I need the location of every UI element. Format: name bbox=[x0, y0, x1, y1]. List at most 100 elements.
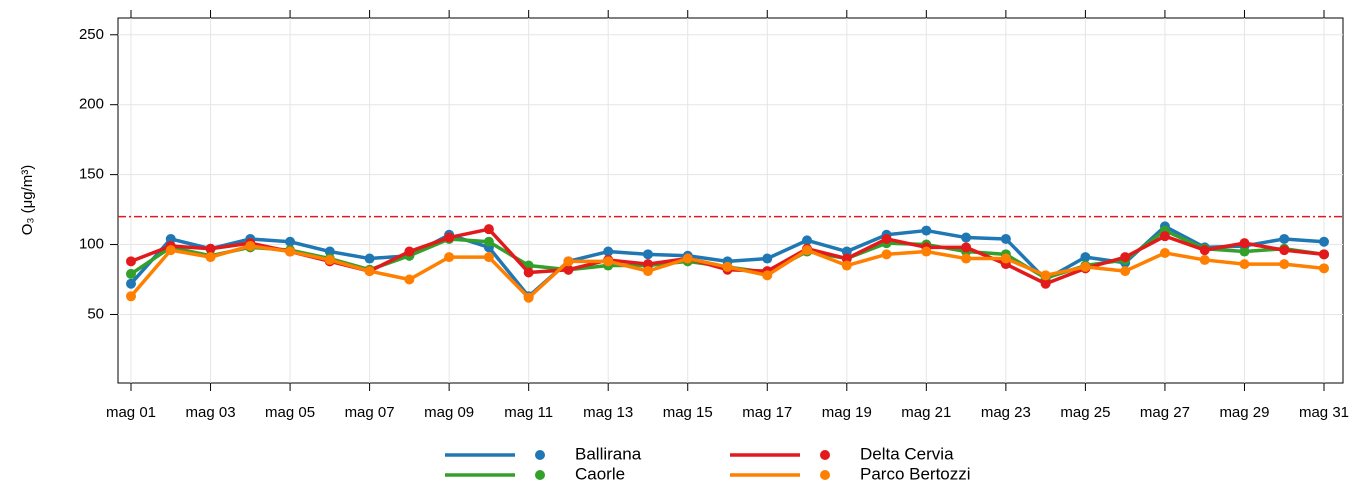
data-point bbox=[126, 278, 136, 289]
data-point bbox=[563, 256, 574, 267]
data-point bbox=[841, 253, 852, 264]
legend-label: Delta Cervia bbox=[860, 444, 954, 463]
x-tick-label: mag 17 bbox=[742, 404, 792, 421]
x-tick-label: mag 29 bbox=[1219, 404, 1269, 421]
legend-marker bbox=[820, 450, 830, 460]
data-point bbox=[1319, 263, 1329, 274]
data-point bbox=[762, 253, 773, 264]
y-tick-label: 250 bbox=[79, 26, 104, 43]
data-point bbox=[483, 252, 494, 263]
data-point bbox=[1159, 247, 1170, 258]
x-tick-label: mag 19 bbox=[822, 404, 872, 421]
data-point bbox=[444, 232, 455, 243]
data-point bbox=[1000, 253, 1011, 264]
legend-label: Ballirana bbox=[575, 444, 642, 463]
legend-label: Parco Bertozzi bbox=[860, 464, 971, 483]
x-tick-label: mag 11 bbox=[504, 404, 553, 421]
data-point bbox=[285, 236, 296, 247]
y-tick-label: 200 bbox=[79, 96, 104, 113]
data-point bbox=[1239, 246, 1250, 257]
x-tick-label: mag 03 bbox=[186, 404, 236, 421]
data-point bbox=[126, 256, 136, 267]
data-point bbox=[802, 245, 813, 256]
data-point bbox=[324, 246, 335, 257]
data-point bbox=[1199, 254, 1210, 265]
data-point bbox=[1159, 231, 1170, 242]
data-point bbox=[841, 246, 852, 257]
x-tick-label: mag 13 bbox=[583, 404, 633, 421]
x-tick-label: mag 15 bbox=[663, 404, 713, 421]
x-tick-label: mag 01 bbox=[106, 404, 156, 421]
data-point bbox=[1319, 249, 1329, 260]
data-point bbox=[1120, 252, 1131, 263]
data-point bbox=[1000, 233, 1011, 244]
x-tick-label: mag 21 bbox=[901, 404, 951, 421]
data-point bbox=[1040, 270, 1051, 281]
data-point bbox=[523, 267, 534, 278]
data-point bbox=[1239, 238, 1250, 249]
data-point bbox=[245, 240, 256, 251]
data-point bbox=[1040, 278, 1051, 289]
data-point bbox=[404, 246, 415, 257]
legend-label: Caorle bbox=[575, 464, 625, 483]
x-tick-label: mag 05 bbox=[265, 404, 315, 421]
x-tick-label: mag 25 bbox=[1060, 404, 1110, 421]
data-point bbox=[881, 249, 892, 260]
data-point bbox=[444, 252, 455, 263]
data-point bbox=[1279, 259, 1290, 270]
x-tick-label: mag 31 bbox=[1299, 404, 1349, 421]
x-tick-label: mag 27 bbox=[1140, 404, 1190, 421]
data-point bbox=[762, 270, 773, 281]
data-point bbox=[205, 243, 216, 254]
y-tick-label: 100 bbox=[79, 236, 104, 253]
data-point bbox=[1080, 261, 1091, 272]
legend-marker bbox=[535, 470, 545, 480]
data-point bbox=[1080, 252, 1091, 263]
data-point bbox=[126, 291, 136, 302]
data-point bbox=[364, 253, 375, 264]
y-axis-label: O₃ (μg/m³) bbox=[19, 165, 36, 236]
data-point bbox=[1120, 266, 1131, 277]
plot-frame bbox=[117, 17, 1344, 384]
data-point bbox=[881, 233, 892, 244]
x-tick-label: mag 07 bbox=[345, 404, 395, 421]
data-point bbox=[722, 261, 733, 272]
data-point bbox=[165, 245, 176, 256]
data-point bbox=[603, 246, 614, 257]
data-point bbox=[523, 292, 534, 303]
data-point bbox=[921, 225, 932, 236]
data-point bbox=[364, 266, 375, 277]
y-tick-label: 50 bbox=[87, 305, 104, 322]
data-point bbox=[642, 266, 653, 277]
data-point bbox=[324, 254, 335, 265]
data-point bbox=[642, 259, 653, 270]
data-point bbox=[126, 268, 136, 279]
y-tick-label: 150 bbox=[79, 166, 104, 183]
data-point bbox=[563, 264, 574, 275]
data-point bbox=[682, 253, 693, 264]
data-point bbox=[1279, 233, 1290, 244]
data-point bbox=[205, 252, 216, 263]
data-point bbox=[921, 246, 932, 257]
data-point bbox=[285, 246, 296, 257]
data-point bbox=[642, 249, 653, 260]
data-point bbox=[1319, 236, 1329, 247]
data-point bbox=[483, 236, 494, 247]
legend-marker bbox=[820, 470, 830, 480]
data-point bbox=[404, 274, 415, 285]
data-point bbox=[603, 256, 614, 267]
data-point bbox=[1279, 245, 1290, 256]
data-point bbox=[961, 253, 972, 264]
x-tick-label: mag 23 bbox=[981, 404, 1031, 421]
x-tick-label: mag 09 bbox=[424, 404, 474, 421]
data-point bbox=[802, 235, 813, 246]
data-point bbox=[1199, 245, 1210, 256]
data-point bbox=[961, 232, 972, 243]
data-point bbox=[1239, 259, 1250, 270]
data-point bbox=[165, 233, 176, 244]
data-point bbox=[841, 260, 852, 271]
legend-marker bbox=[535, 450, 545, 460]
data-point bbox=[483, 224, 494, 235]
data-point bbox=[961, 242, 972, 253]
